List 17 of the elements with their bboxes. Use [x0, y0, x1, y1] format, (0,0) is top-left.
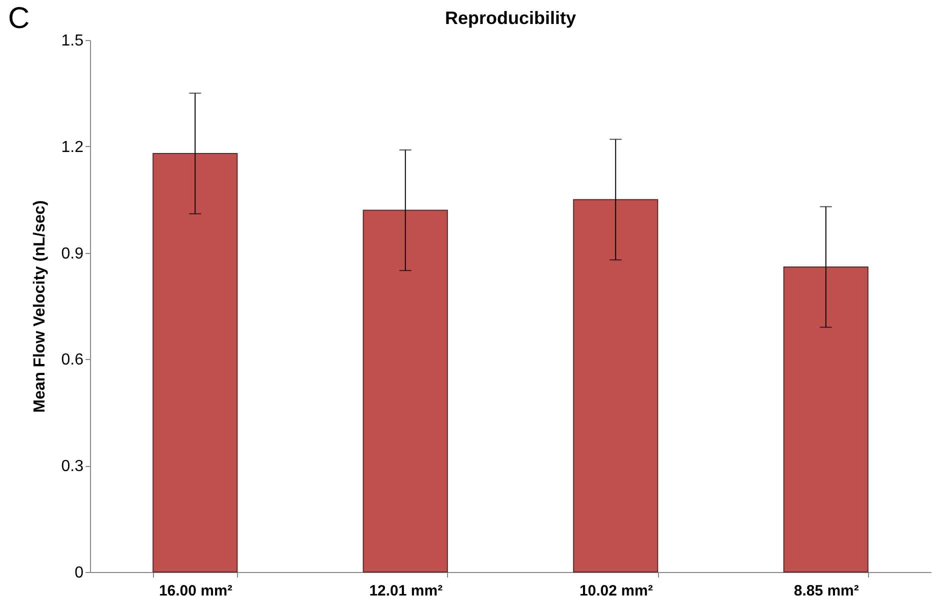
- y-tick-label: 0.9: [61, 245, 84, 262]
- x-tick-label: 12.01 mm²: [369, 582, 443, 600]
- chart-title: Reproducibility: [444, 8, 576, 28]
- bar: [362, 210, 448, 572]
- y-tick-label: 1.2: [61, 138, 84, 156]
- bar: [152, 152, 238, 572]
- y-tick-label: 0: [74, 564, 84, 582]
- y-axis-title: Mean Flow Velocity (nL/sec): [31, 200, 48, 413]
- bar: [573, 199, 658, 572]
- x-tick-label: 8.85 mm²: [794, 582, 859, 600]
- x-tick-label: 16.00 mm²: [158, 582, 232, 600]
- y-tick-label: 0.6: [61, 352, 84, 369]
- y-tick-label: 1.5: [61, 32, 84, 50]
- y-tick-label: 0.3: [61, 458, 84, 476]
- x-tick-label: 10.02 mm²: [579, 582, 653, 600]
- bar: [783, 266, 868, 572]
- text: C: [8, 2, 30, 36]
